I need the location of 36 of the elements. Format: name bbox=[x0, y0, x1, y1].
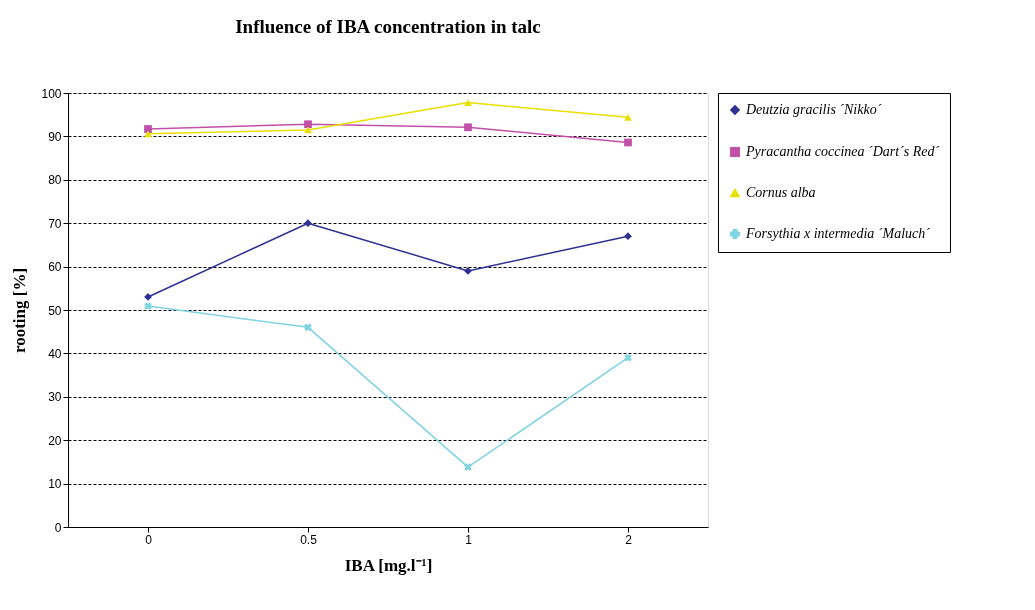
y-tick-label: 70 bbox=[48, 216, 62, 231]
y-tick-label: 50 bbox=[48, 303, 62, 318]
chart-title: Influence of IBA concentration in talc bbox=[235, 16, 541, 37]
y-tick-label: 20 bbox=[48, 433, 62, 448]
y-tick-label: 90 bbox=[48, 129, 62, 144]
y-tick-label: 0 bbox=[54, 520, 62, 535]
y-tick-label: 100 bbox=[41, 86, 62, 101]
x-tick-label: 1 bbox=[465, 532, 473, 547]
x-tick-label: 2 bbox=[625, 532, 633, 547]
legend-label: Pyracantha coccinea ´Dart´s Red´ bbox=[745, 144, 940, 159]
point bbox=[464, 463, 472, 471]
point bbox=[624, 232, 632, 241]
y-tick-label: 30 bbox=[48, 390, 62, 405]
y-tick-label: 80 bbox=[48, 173, 62, 188]
point bbox=[304, 219, 312, 228]
point bbox=[464, 99, 472, 106]
point bbox=[464, 123, 472, 132]
y-axis-title: rooting [%] bbox=[10, 267, 30, 354]
x-axis-title: IBA [mg.l⁻¹] bbox=[344, 555, 433, 575]
legend-label: Cornus alba bbox=[746, 185, 816, 200]
legend-label: Deutzia gracilis ´Nikko´ bbox=[745, 102, 882, 117]
point bbox=[624, 353, 632, 362]
point bbox=[144, 302, 152, 310]
x-tick-label: 0 bbox=[145, 532, 153, 547]
x-tick-label: 0.5 bbox=[300, 532, 318, 547]
point bbox=[304, 120, 312, 129]
point bbox=[144, 125, 152, 133]
y-tick-label: 40 bbox=[48, 346, 62, 361]
y-tick-label: 10 bbox=[48, 477, 62, 492]
point bbox=[144, 130, 152, 138]
point bbox=[624, 113, 632, 121]
point bbox=[304, 323, 312, 332]
legend-label: Forsythia x intermedia ´Maluch´ bbox=[745, 226, 931, 241]
point bbox=[304, 126, 312, 134]
point bbox=[624, 138, 632, 147]
y-tick-label: 60 bbox=[48, 260, 62, 275]
